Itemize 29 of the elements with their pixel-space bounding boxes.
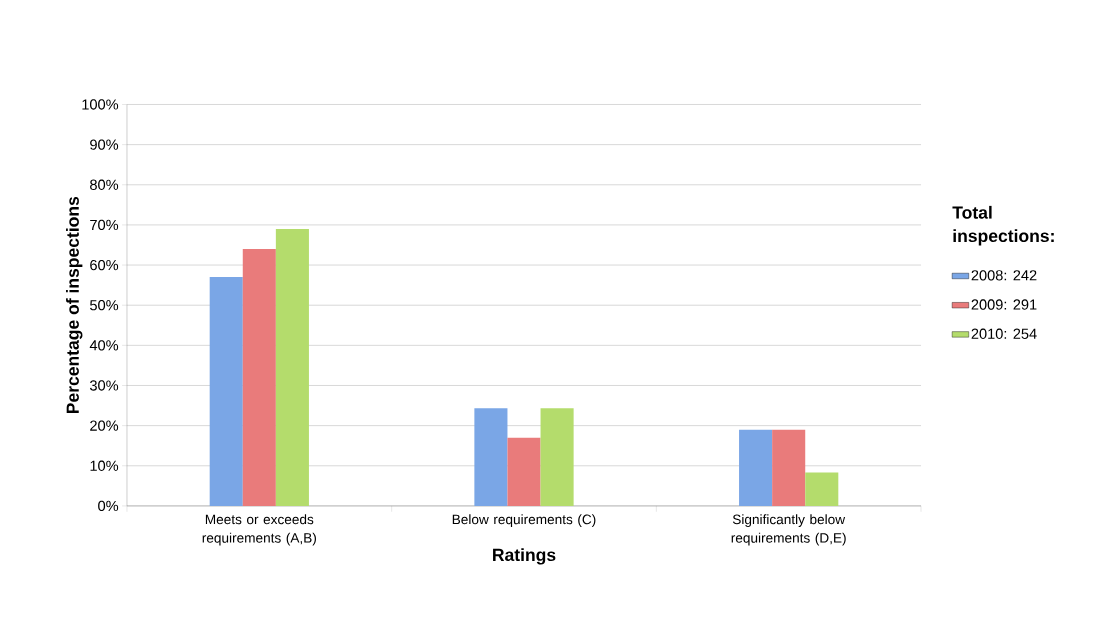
y-tick-label: 0% — [98, 500, 119, 511]
y-tick-label: 90% — [90, 139, 119, 150]
bar — [275, 228, 309, 506]
x-tick-label: Below requirements (C) — [452, 514, 596, 527]
x-tick-label: Significantly below requirements (D,E) — [731, 514, 846, 546]
y-tick-label: 70% — [90, 219, 119, 230]
legend-label: 2009: 291 — [971, 299, 1037, 310]
y-tick-label: 40% — [89, 340, 119, 351]
bar — [805, 472, 839, 506]
y-tick-label: 30% — [89, 380, 119, 391]
y-tick-label: 100% — [82, 99, 119, 110]
legend-title: Total inspections: — [952, 205, 1054, 246]
y-tick-label: 80% — [90, 179, 119, 190]
bar — [772, 429, 806, 506]
bar — [474, 408, 508, 506]
legend-label: 2010: 254 — [971, 328, 1037, 339]
y-tick-label: 50% — [90, 299, 119, 311]
bar — [242, 248, 276, 506]
bar — [209, 276, 243, 506]
legend-label: 2008: 242 — [971, 270, 1037, 281]
bar — [739, 429, 773, 506]
bar — [540, 408, 574, 506]
y-tick-label: 10% — [90, 460, 119, 471]
y-tick-label: 20% — [90, 420, 119, 431]
bar — [507, 437, 541, 506]
x-tick-label: Meets or exceeds requirements (A,B) — [202, 514, 316, 546]
y-axis-title: Percentage of inspections — [66, 196, 83, 413]
y-tick-label: 60% — [90, 259, 119, 271]
x-axis-title: Ratings — [493, 548, 556, 565]
